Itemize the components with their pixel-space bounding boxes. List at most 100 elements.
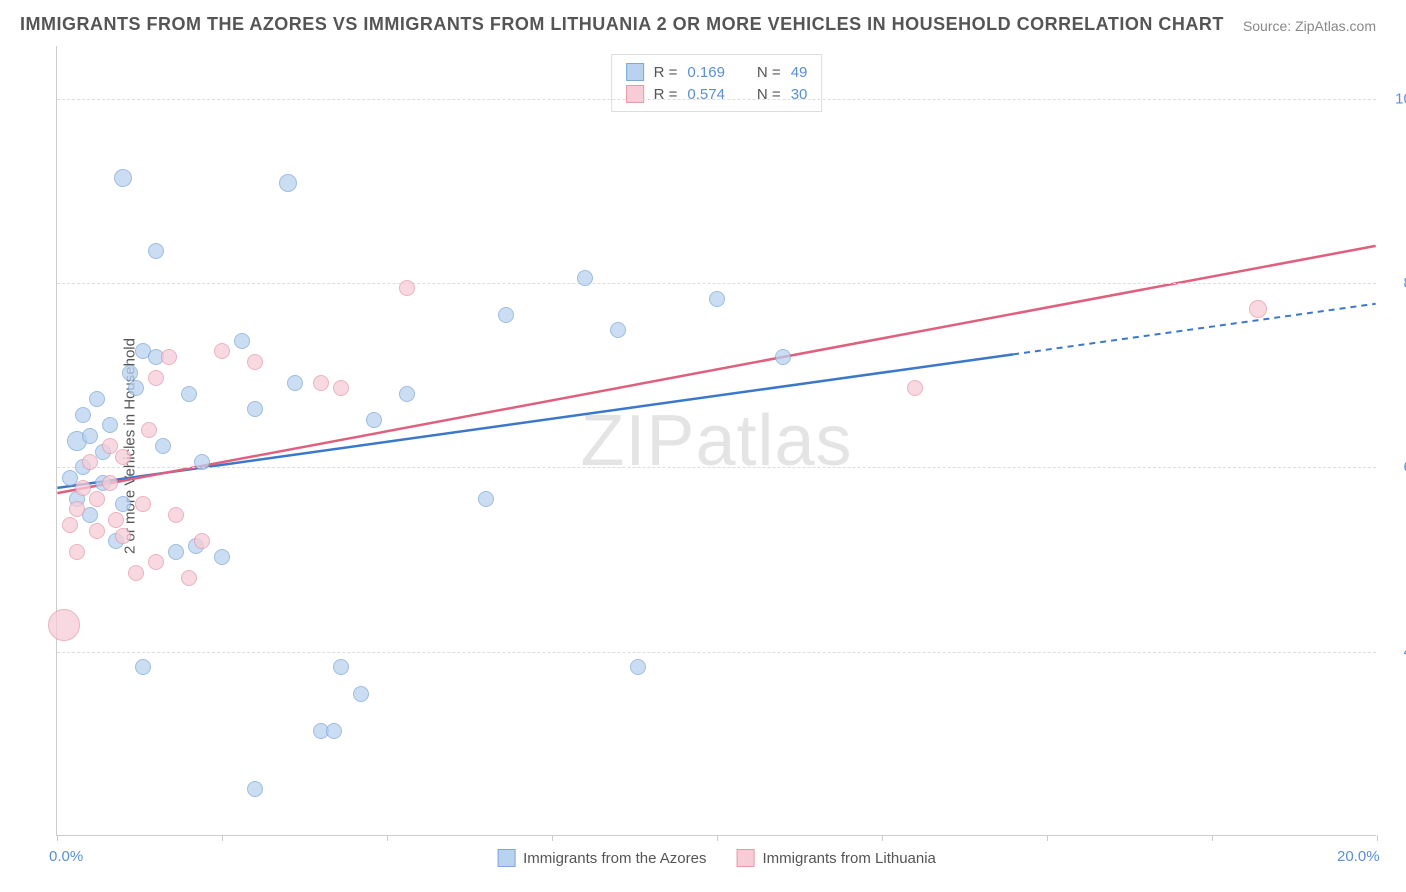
r-label: R = [654, 86, 678, 103]
data-point [1249, 300, 1267, 318]
data-point [114, 169, 132, 187]
data-point [89, 523, 105, 539]
x-tick-label: 0.0% [49, 848, 83, 865]
legend-series-label: Immigrants from Lithuania [763, 850, 936, 867]
r-value: 0.169 [687, 64, 725, 81]
data-point [214, 549, 230, 565]
data-point [128, 565, 144, 581]
watermark: ZIPatlas [580, 400, 852, 482]
data-point [82, 454, 98, 470]
legend-series-item: Immigrants from the Azores [497, 849, 706, 867]
data-point [630, 659, 646, 675]
data-point [89, 391, 105, 407]
r-label: R = [654, 64, 678, 81]
n-label: N = [757, 86, 781, 103]
data-point [168, 507, 184, 523]
data-point [366, 412, 382, 428]
data-point [326, 723, 342, 739]
data-point [102, 417, 118, 433]
data-point [161, 349, 177, 365]
data-point [115, 496, 131, 512]
data-point [498, 307, 514, 323]
data-point [82, 428, 98, 444]
data-point [610, 322, 626, 338]
data-point [108, 512, 124, 528]
source-label: Source: ZipAtlas.com [1243, 18, 1376, 34]
data-point [155, 438, 171, 454]
x-tick-label: 20.0% [1337, 848, 1380, 865]
legend-stat-row: R = 0.169 N = 49 [626, 61, 808, 83]
data-point [313, 375, 329, 391]
legend-swatch [497, 849, 515, 867]
data-point [577, 270, 593, 286]
data-point [69, 501, 85, 517]
data-point [128, 380, 144, 396]
x-tick [1212, 835, 1213, 841]
data-point [148, 554, 164, 570]
x-tick [387, 835, 388, 841]
legend-series: Immigrants from the Azores Immigrants fro… [497, 849, 936, 867]
legend-swatch [626, 63, 644, 81]
data-point [141, 422, 157, 438]
data-point [194, 454, 210, 470]
legend-swatch [626, 85, 644, 103]
data-point [333, 659, 349, 675]
data-point [333, 380, 349, 396]
x-tick [882, 835, 883, 841]
n-label: N = [757, 64, 781, 81]
data-point [148, 370, 164, 386]
r-value: 0.574 [687, 86, 725, 103]
data-point [194, 533, 210, 549]
legend-series-item: Immigrants from Lithuania [737, 849, 936, 867]
data-point [279, 174, 297, 192]
x-tick [222, 835, 223, 841]
data-point [247, 781, 263, 797]
data-point [148, 243, 164, 259]
data-point [115, 528, 131, 544]
x-tick [1377, 835, 1378, 841]
x-tick [552, 835, 553, 841]
data-point [907, 380, 923, 396]
data-point [181, 570, 197, 586]
data-point [135, 496, 151, 512]
x-tick [1047, 835, 1048, 841]
gridline [57, 99, 1376, 100]
x-tick [57, 835, 58, 841]
data-point [62, 517, 78, 533]
data-point [234, 333, 250, 349]
gridline [57, 283, 1376, 284]
data-point [709, 291, 725, 307]
data-point [48, 609, 80, 641]
data-point [478, 491, 494, 507]
data-point [399, 386, 415, 402]
data-point [102, 475, 118, 491]
data-point [122, 365, 138, 381]
data-point [75, 407, 91, 423]
n-value: 49 [791, 64, 808, 81]
chart-area: ZIPatlas R =0.169N =49R =0.574N =30 Immi… [56, 46, 1376, 836]
legend-series-label: Immigrants from the Azores [523, 850, 706, 867]
trend-lines [57, 46, 1376, 835]
data-point [115, 449, 131, 465]
data-point [181, 386, 197, 402]
data-point [775, 349, 791, 365]
data-point [69, 544, 85, 560]
data-point [214, 343, 230, 359]
data-point [89, 491, 105, 507]
x-tick [717, 835, 718, 841]
data-point [247, 401, 263, 417]
chart-title: IMMIGRANTS FROM THE AZORES VS IMMIGRANTS… [20, 14, 1224, 35]
legend-stat-row: R = 0.574 N = 30 [626, 83, 808, 105]
data-point [247, 354, 263, 370]
n-value: 30 [791, 86, 808, 103]
data-point [135, 659, 151, 675]
data-point [353, 686, 369, 702]
gridline [57, 652, 1376, 653]
gridline [57, 467, 1376, 468]
data-point [287, 375, 303, 391]
data-point [168, 544, 184, 560]
y-tick-label: 100.0% [1395, 90, 1406, 107]
legend-stats: R = 0.169 N = 49 R = 0.574 N = 30 [611, 54, 823, 112]
data-point [399, 280, 415, 296]
legend-swatch [737, 849, 755, 867]
